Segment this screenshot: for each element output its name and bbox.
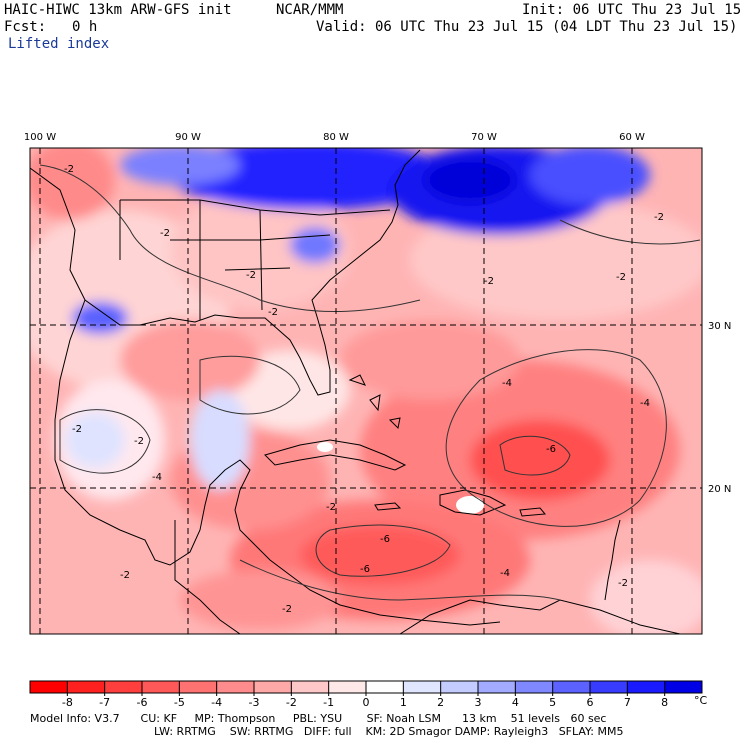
cuba-highlight: [317, 442, 333, 452]
colorbar-tick-label: -3: [249, 696, 260, 709]
hispaniola-highlight: [456, 496, 484, 514]
colorbar-swatch: [515, 681, 554, 693]
colorbar-swatch: [440, 681, 479, 693]
contour-label: -2: [160, 228, 170, 239]
graticule: [30, 148, 702, 634]
forecast-hour: 0 h: [72, 19, 98, 35]
colorbar-swatch: [291, 681, 330, 693]
colorbar-swatch: [67, 681, 106, 693]
lon-label: 70 W: [471, 132, 497, 143]
colorbar-tick-label: -2: [286, 696, 297, 709]
contour-label: -2: [120, 570, 130, 581]
colorbar-tick-label: 5: [549, 696, 556, 709]
org-label: NCAR/MMM: [276, 2, 344, 18]
contours: [39, 164, 701, 601]
contour-label: -6: [380, 534, 390, 545]
contour-label: -2: [654, 212, 664, 223]
contour-label: -2: [326, 502, 336, 513]
contour-label: -4: [500, 568, 510, 579]
model-title: HAIC-HIWC 13km ARW-GFS init: [4, 2, 232, 18]
forecast-label: Fcst:: [4, 19, 47, 35]
contour-label: -2: [64, 164, 74, 175]
colorbar-tick-label: 6: [587, 696, 594, 709]
contour-label: -2: [246, 270, 256, 281]
colorbar-swatch: [142, 681, 180, 693]
colorbar-swatch: [366, 681, 404, 693]
contour-label: -2: [616, 272, 626, 283]
colorbar-tick-label: -6: [137, 696, 148, 709]
contour-label: -4: [640, 398, 650, 409]
colorbar-swatch: [328, 681, 367, 693]
colorbar-tick-label: -8: [62, 696, 73, 709]
colorbar-tick-label: 1: [400, 696, 407, 709]
contour-label: -4: [152, 472, 162, 483]
coastlines: [30, 149, 681, 634]
colorbar-tick-label: 4: [512, 696, 519, 709]
colorbar-swatch: [664, 681, 703, 693]
colorbar-tick-label: 0: [363, 696, 370, 709]
colorbar-swatch: [254, 681, 292, 693]
colorbar: -8 -7 -6 -5 -4 -3 -2 -1 0 1 2 3 4 5 6 7 8: [29, 680, 703, 709]
colorbar-unit: °C: [694, 694, 708, 707]
colorbar-tick-label: 8: [661, 696, 668, 709]
contour-label: -2: [134, 436, 144, 447]
colorbar-tick-label: -4: [211, 696, 222, 709]
contour-label: -6: [546, 444, 556, 455]
colorbar-tick-label: -5: [174, 696, 185, 709]
contour-label: -2: [72, 424, 82, 435]
colorbar-tick-label: -1: [323, 696, 334, 709]
contour-labels: -2 -2 -2 -2 -2 -2 -2 -2 -2 -4 -4 -4 -6 -…: [64, 164, 664, 615]
colorbar-swatch: [30, 681, 68, 693]
contour-label: -2: [268, 307, 278, 318]
lifted-index-field: [30, 148, 702, 634]
colorbar-tick-label: 7: [624, 696, 631, 709]
contour-label: -2: [282, 604, 292, 615]
colorbar-tick-label: -7: [99, 696, 110, 709]
colorbar-swatch: [478, 681, 516, 693]
lon-label: 80 W: [323, 132, 349, 143]
colorbar-tick-label: 3: [475, 696, 482, 709]
lon-label: 90 W: [175, 132, 201, 143]
field-name: Lifted index: [8, 36, 110, 52]
colorbar-swatch: [552, 681, 591, 693]
init-time: Init: 06 UTC Thu 23 Jul 15: [522, 2, 740, 18]
lon-label: 60 W: [619, 132, 645, 143]
contour-label: -6: [360, 564, 370, 575]
contour-label: -2: [618, 578, 628, 589]
valid-time: Valid: 06 UTC Thu 23 Jul 15 (04 LDT Thu …: [316, 19, 738, 35]
colorbar-swatch: [403, 681, 442, 693]
lon-label: 100 W: [24, 132, 56, 143]
colorbar-swatch: [179, 681, 218, 693]
colorbar-swatch: [627, 681, 666, 693]
contour-label: -2: [484, 276, 494, 287]
colorbar-swatch: [104, 681, 143, 693]
map-frame: [29, 147, 703, 635]
colorbar-tick-label: 2: [437, 696, 444, 709]
colorbar-swatch: [216, 681, 255, 693]
model-info-line1: Model Info: V3.7 CU: KF MP: Thompson PBL…: [30, 712, 607, 725]
contour-label: -4: [502, 378, 512, 389]
colorbar-swatch: [590, 681, 628, 693]
model-info-line2: LW: RRTMG SW: RRTMG DIFF: full KM: 2D Sm…: [154, 725, 624, 738]
lat-label: 30 N: [708, 321, 731, 332]
lat-label: 20 N: [708, 484, 731, 495]
